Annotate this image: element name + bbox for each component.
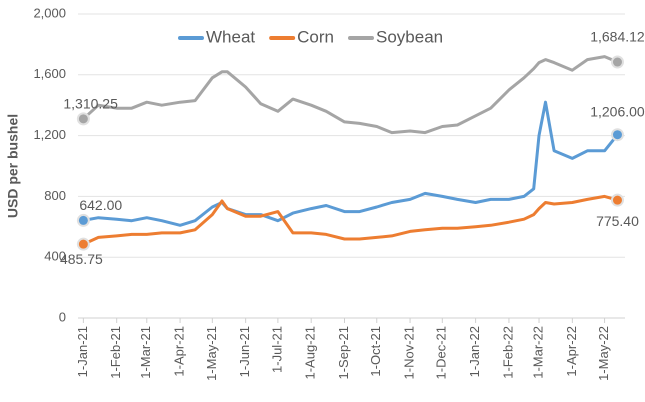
end-marker — [610, 193, 624, 207]
x-tick-label: 1-May-21 — [204, 326, 219, 381]
series-line — [82, 55, 619, 135]
x-tick-label: 1-Jan-22 — [467, 326, 482, 377]
y-tick-label: 800 — [44, 188, 66, 203]
data-label: 1,684.12 — [590, 29, 645, 45]
end-marker — [76, 237, 90, 251]
x-tick-label: 1-Dec-21 — [434, 326, 449, 379]
y-axis-title: USD per bushel — [5, 114, 21, 218]
x-tick-label: 1-Jul-21 — [269, 326, 284, 373]
x-tick-label: 1-Mar-21 — [138, 326, 153, 379]
x-tick-label: 1-Apr-21 — [172, 326, 187, 377]
y-tick-label: 400 — [44, 249, 66, 264]
data-label: 485.75 — [60, 251, 103, 267]
end-marker — [76, 213, 90, 227]
x-tick-label: 1-Oct-21 — [368, 326, 383, 377]
y-tick-label: 1,200 — [33, 127, 66, 142]
x-tick-label: 1-Mar-22 — [530, 326, 545, 379]
end-marker — [610, 128, 624, 142]
x-tick-label: 1-May-22 — [596, 326, 611, 381]
x-tick-label: 1-Apr-22 — [564, 326, 579, 377]
end-marker — [76, 112, 90, 126]
x-tick-label: 1-Aug-21 — [303, 326, 318, 379]
legend-label: Wheat — [206, 27, 255, 46]
end-marker — [610, 55, 624, 69]
legend-label: Corn — [297, 27, 334, 46]
series-line — [82, 194, 618, 246]
x-tick-label: 1-Nov-21 — [402, 326, 417, 379]
legend-label: Soybean — [376, 27, 443, 46]
y-tick-label: 1,600 — [33, 66, 66, 81]
y-tick-label: 0 — [59, 309, 66, 324]
data-label: 1,310.25 — [63, 96, 118, 112]
x-tick-label: 1-Jun-21 — [237, 326, 252, 377]
x-tick-label: 1-Feb-21 — [108, 326, 123, 379]
x-tick-label: 1-Sep-21 — [336, 326, 351, 379]
series-line — [83, 100, 619, 227]
y-tick-label: 2,000 — [33, 5, 66, 20]
x-tick-label: 1-Feb-22 — [500, 326, 515, 379]
x-tick-label: 1-Jan-21 — [75, 326, 90, 377]
data-label: 775.40 — [596, 213, 639, 229]
data-label: 1,206.00 — [590, 103, 645, 119]
data-label: 642.00 — [79, 197, 122, 213]
